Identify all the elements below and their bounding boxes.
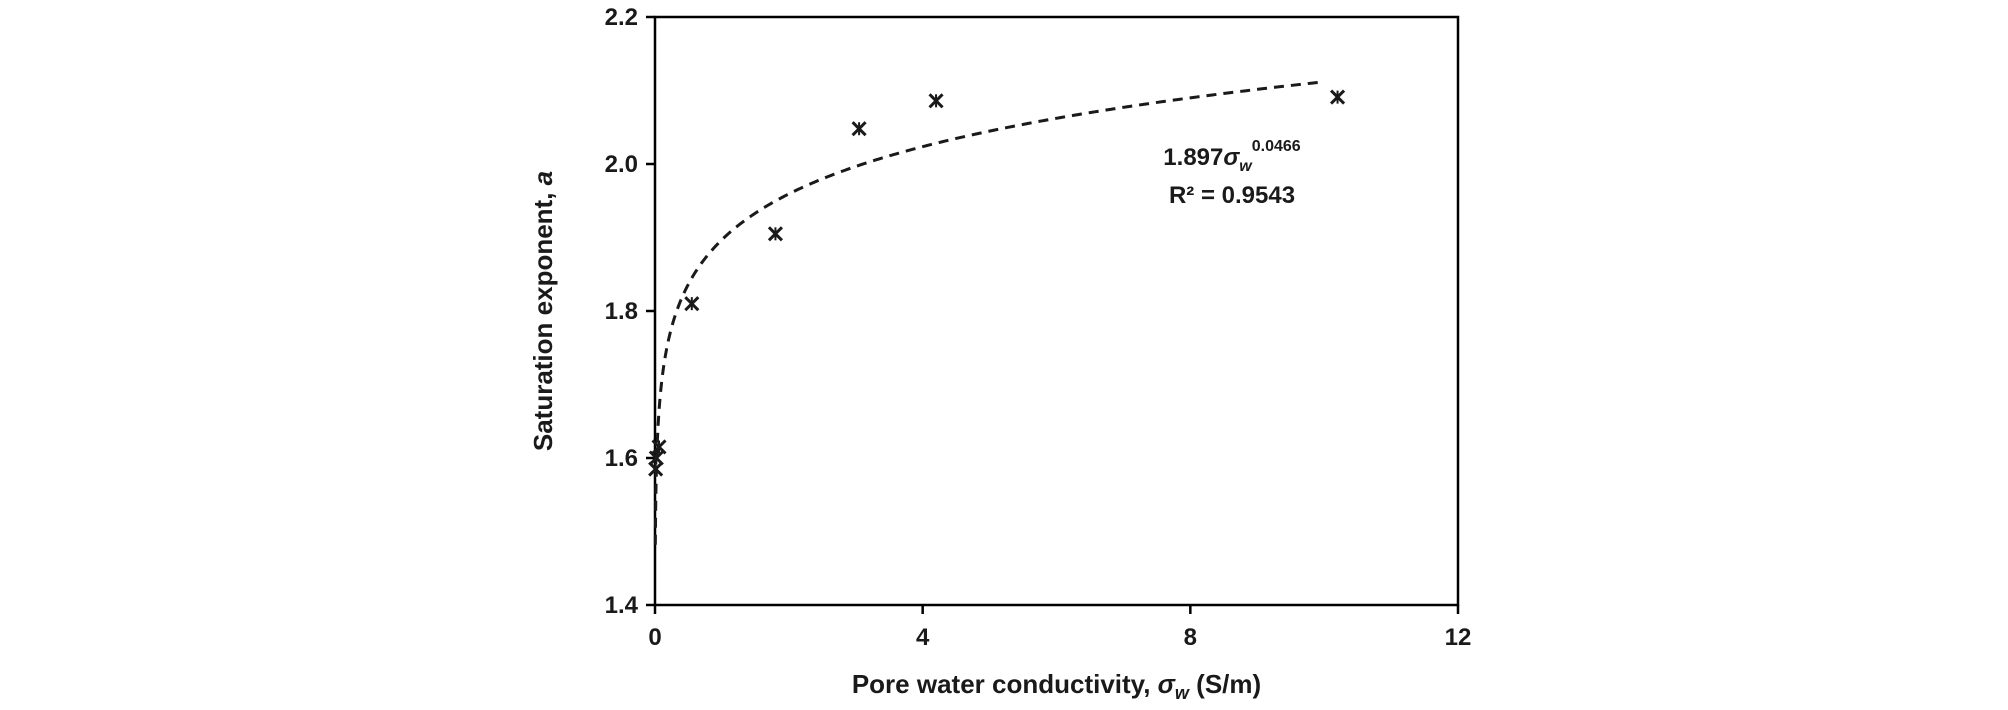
y-axis-ticks: 1.4 1.6 1.8 2.0 2.2 bbox=[605, 4, 655, 619]
data-point-marker bbox=[651, 439, 667, 455]
equation-subscript: w bbox=[1239, 158, 1253, 175]
y-tick-label: 2.2 bbox=[605, 4, 638, 31]
x-tick-label: 12 bbox=[1445, 624, 1472, 651]
y-axis-label-prefix: Saturation exponent, bbox=[528, 185, 558, 451]
data-point-marker bbox=[928, 93, 944, 109]
equation-symbol: σ bbox=[1223, 144, 1240, 171]
x-axis-label-symbol: σ bbox=[1158, 669, 1177, 699]
x-tick-label: 8 bbox=[1184, 624, 1197, 651]
equation-exponent: 0.0466 bbox=[1252, 138, 1301, 155]
trendline-equation: 1.897σw 0.0466 bbox=[1163, 138, 1300, 175]
y-tick-label: 1.8 bbox=[605, 298, 638, 325]
equation-coefficient: 1.897 bbox=[1163, 144, 1223, 171]
y-tick-label: 1.6 bbox=[605, 445, 638, 472]
x-axis-label-suffix: (S/m) bbox=[1189, 669, 1261, 699]
y-tick-label: 2.0 bbox=[605, 151, 638, 178]
r-squared-label: R² = 0.9543 bbox=[1169, 182, 1295, 209]
x-axis-label-prefix: Pore water conductivity, bbox=[852, 669, 1158, 699]
x-tick-label: 4 bbox=[916, 624, 930, 651]
data-point-marker bbox=[767, 226, 784, 242]
x-axis-ticks: 0 4 8 12 bbox=[648, 605, 1471, 651]
data-point-marker bbox=[851, 121, 867, 137]
data-point-marker bbox=[648, 450, 664, 466]
data-point-marker bbox=[1329, 89, 1346, 105]
y-axis-label: Saturation exponent, a bbox=[528, 171, 558, 451]
data-points bbox=[648, 89, 1346, 477]
data-point-marker bbox=[684, 296, 700, 312]
x-axis-label: Pore water conductivity, σw (S/m) bbox=[852, 669, 1261, 703]
power-trendline bbox=[653, 80, 1325, 545]
x-tick-label: 0 bbox=[648, 624, 661, 651]
y-axis-label-symbol: a bbox=[528, 171, 558, 185]
plot-area bbox=[653, 15, 1460, 607]
x-axis-label-subscript: w bbox=[1175, 683, 1190, 703]
y-tick-label: 1.4 bbox=[605, 592, 639, 619]
